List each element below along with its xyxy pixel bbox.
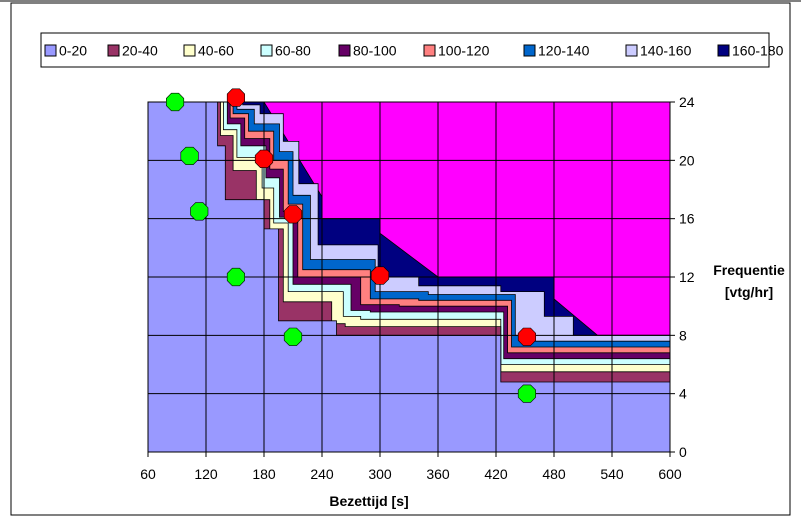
marker-green xyxy=(166,92,185,112)
x-axis: 60 120 180 240 300 360 420 480 540 600 xyxy=(140,452,682,482)
legend-swatch-40-60 xyxy=(183,44,196,57)
x-tick-label: 360 xyxy=(426,466,450,482)
x-tick-label: 420 xyxy=(484,466,508,482)
y-tick-label: 0 xyxy=(679,444,687,460)
marker-green xyxy=(226,267,245,287)
legend-swatch-80-100 xyxy=(338,44,351,57)
band-0-20 xyxy=(147,101,671,453)
x-tick-label: 300 xyxy=(368,466,392,482)
x-tick-label: 240 xyxy=(310,466,334,482)
x-axis-title: Bezettijd [s] xyxy=(329,493,408,509)
marker-green xyxy=(517,384,537,403)
legend-label: 60-80 xyxy=(275,43,311,59)
legend-swatch-20-40 xyxy=(107,44,120,57)
legend-label: 160-180 xyxy=(732,43,784,59)
x-tick-label: 180 xyxy=(252,466,276,482)
legend: 0-20 20-40 40-60 60-80 80-100 100-120 120-140 1… xyxy=(40,32,784,68)
legend-label: 120-140 xyxy=(538,43,590,59)
y-axis: 0 4 8 12 16 20 24 xyxy=(670,94,695,460)
legend-box xyxy=(40,32,770,68)
y-tick-label: 12 xyxy=(679,269,695,285)
legend-label: 80-100 xyxy=(353,43,397,59)
y-tick-label: 20 xyxy=(679,152,695,168)
legend-swatch-100-120 xyxy=(423,44,436,57)
x-tick-label: 60 xyxy=(140,466,156,482)
plot-area xyxy=(147,88,671,453)
legend-swatch-60-80 xyxy=(260,44,273,57)
chart-border xyxy=(10,2,791,516)
x-tick-label: 600 xyxy=(658,466,682,482)
y-axis-title-line1: Frequentie xyxy=(713,262,785,278)
y-tick-label: 8 xyxy=(679,327,687,343)
marker-red xyxy=(226,88,245,107)
marker-red xyxy=(254,149,274,168)
marker-green xyxy=(180,146,199,165)
marker-red xyxy=(517,327,537,346)
legend-swatch-140-160 xyxy=(625,44,638,57)
y-tick-label: 16 xyxy=(679,211,695,227)
marker-red xyxy=(283,205,303,224)
legend-label: 140-160 xyxy=(640,43,692,59)
legend-label: 0-20 xyxy=(59,43,87,59)
legend-swatch-0-20 xyxy=(44,44,57,57)
y-tick-label: 4 xyxy=(679,386,687,402)
legend-swatch-120-140 xyxy=(523,44,536,57)
x-tick-label: 480 xyxy=(542,466,566,482)
y-axis-title-line2: [vtg/hr] xyxy=(725,284,773,300)
legend-swatch-160-180 xyxy=(717,44,730,57)
x-tick-label: 540 xyxy=(600,466,624,482)
marker-red xyxy=(370,266,390,285)
x-tick-label: 120 xyxy=(194,466,218,482)
legend-label: 40-60 xyxy=(198,43,234,59)
legend-label: 100-120 xyxy=(438,43,490,59)
marker-green xyxy=(283,327,303,346)
marker-green xyxy=(190,202,209,221)
legend-label: 20-40 xyxy=(122,43,158,59)
y-tick-label: 24 xyxy=(679,94,695,110)
